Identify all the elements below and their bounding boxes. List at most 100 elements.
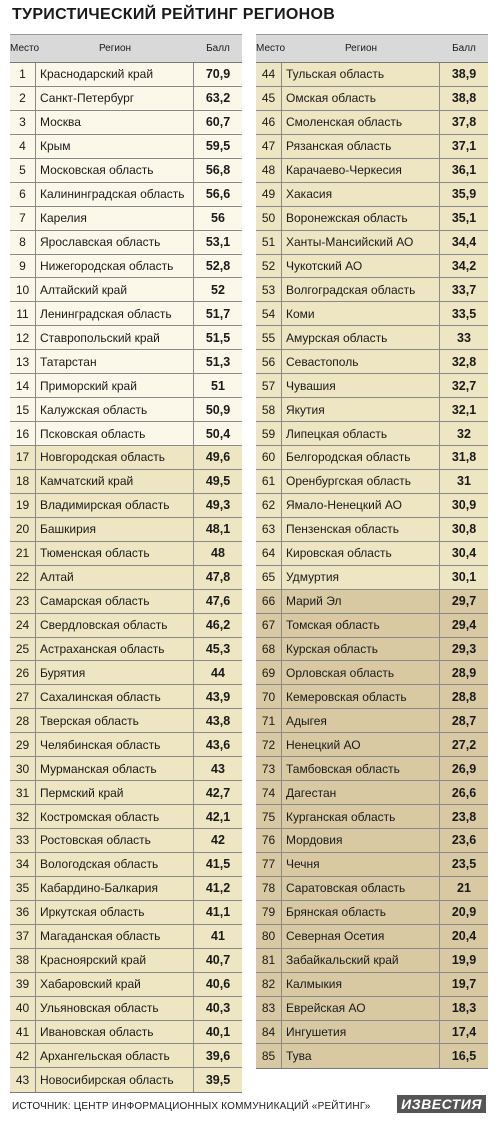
rank-cell: 26 (10, 661, 36, 685)
score-cell: 19,7 (451, 977, 477, 992)
rank-cell: 53 (256, 278, 282, 302)
table-row: 39 Хабаровский край 40,6 (10, 972, 242, 997)
table-row: 11 Ленинградская область 51,7 (10, 302, 242, 327)
region-cell: Челябинская область (36, 733, 194, 757)
rank-cell: 78 (256, 876, 282, 900)
table-row: 65 Удмуртия 30,1 (256, 565, 488, 590)
rank-cell: 68 (256, 637, 282, 661)
region-cell: Томская область (282, 613, 440, 637)
header-score: Балл (206, 43, 230, 54)
region-cell: Чувашия (282, 374, 440, 398)
region-cell: Астраханская область (36, 637, 194, 661)
score-cell: 39,5 (205, 1073, 231, 1088)
region-cell: Псковская область (36, 422, 194, 445)
score-cell: 28,8 (451, 689, 477, 704)
score-cell: 28,9 (451, 665, 477, 680)
score-cell: 49,3 (205, 498, 231, 513)
rank-cell: 5 (10, 158, 36, 182)
table-row: 45 Омская область 38,8 (256, 86, 488, 111)
region-cell: Владимирская область (36, 493, 194, 517)
score-cell: 38,8 (451, 91, 477, 106)
table-row: 82 Калмыкия 19,7 (256, 972, 488, 997)
table-row: 60 Белгородская область 31,8 (256, 446, 488, 470)
table-row: 63 Пензенская область 30,8 (256, 517, 488, 542)
table-row: 3 Москва 60,7 (10, 110, 242, 135)
region-cell: Алтай (36, 565, 194, 589)
region-cell: Пензенская область (282, 517, 440, 541)
rank-cell: 71 (256, 709, 282, 733)
table-row: 31 Пермский край 42,7 (10, 781, 242, 806)
rank-cell: 13 (10, 350, 36, 374)
score-cell: 31 (457, 474, 471, 489)
region-cell: Новгородская область (36, 446, 194, 469)
score-cell: 39,6 (205, 1048, 231, 1063)
score-cell: 16,5 (451, 1049, 477, 1064)
region-cell: Воронежская область (282, 206, 440, 230)
rank-cell: 61 (256, 469, 282, 493)
table-row: 64 Кировская область 30,4 (256, 541, 488, 566)
score-cell: 27,2 (451, 737, 477, 752)
region-cell: Башкирия (36, 517, 194, 541)
region-cell: Красноярский край (36, 948, 194, 972)
region-cell: Оренбургская область (282, 469, 440, 493)
rank-cell: 51 (256, 230, 282, 254)
rank-cell: 2 (10, 86, 36, 110)
table-body-left: 1 Краснодарский край 70,9 2 Санкт-Петербург 6… (10, 63, 242, 1094)
score-cell: 19,9 (451, 953, 477, 968)
table-row: 84 Ингушетия 17,4 (256, 1020, 488, 1045)
rank-cell: 40 (10, 996, 36, 1020)
score-cell: 53,1 (205, 235, 231, 250)
table-row: 30 Мурманская область 43 (10, 757, 242, 782)
score-cell: 42,1 (205, 809, 231, 824)
table-row: 46 Смоленская область 37,8 (256, 110, 488, 135)
score-cell: 34,2 (451, 258, 477, 273)
region-cell: Якутия (282, 398, 440, 422)
region-cell: Карачаево-Черкесия (282, 158, 440, 182)
rank-cell: 85 (256, 1044, 282, 1069)
rank-cell: 76 (256, 829, 282, 852)
score-cell: 40,7 (205, 953, 231, 968)
rank-cell: 55 (256, 326, 282, 350)
score-cell: 29,7 (451, 594, 477, 609)
rank-cell: 42 (10, 1044, 36, 1068)
table-row: 56 Севастополь 32,8 (256, 350, 488, 375)
region-cell: Московская область (36, 158, 194, 182)
score-cell: 40,1 (205, 1024, 231, 1039)
ranking-table-left: Место Регион Балл 1 Краснодарский край 70,… (10, 34, 242, 1094)
table-row: 17 Новгородская область 49,6 (10, 446, 242, 470)
region-cell: Удмуртия (282, 565, 440, 589)
region-cell: Алтайский край (36, 278, 194, 302)
region-cell: Новосибирская область (36, 1068, 194, 1093)
region-cell: Кировская область (282, 541, 440, 565)
score-cell: 56,6 (205, 187, 231, 202)
region-cell: Тамбовская область (282, 757, 440, 781)
rank-cell: 12 (10, 326, 36, 350)
score-cell: 43,8 (205, 713, 231, 728)
table-row: 67 Томская область 29,4 (256, 613, 488, 638)
score-cell: 51 (211, 378, 225, 393)
table-row: 20 Башкирия 48,1 (10, 517, 242, 542)
rank-cell: 74 (256, 781, 282, 805)
rank-cell: 56 (256, 350, 282, 374)
region-cell: Иркутская область (36, 900, 194, 924)
rank-cell: 1 (10, 63, 36, 86)
region-cell: Еврейская АО (282, 996, 440, 1020)
score-cell: 59,5 (205, 139, 231, 154)
rank-cell: 16 (10, 422, 36, 445)
table-row: 49 Хакасия 35,9 (256, 182, 488, 207)
region-cell: Марий Эл (282, 589, 440, 613)
score-cell: 30,8 (451, 522, 477, 537)
region-cell: Краснодарский край (36, 63, 194, 86)
rank-cell: 75 (256, 805, 282, 828)
score-cell: 42,7 (205, 785, 231, 800)
header-region: Регион (98, 43, 132, 54)
region-cell: Костромская область (36, 805, 194, 828)
region-cell: Москва (36, 110, 194, 134)
region-cell: Ленинградская область (36, 302, 194, 326)
rank-cell: 46 (256, 110, 282, 134)
rank-cell: 79 (256, 900, 282, 924)
region-cell: Ямало-Ненецкий АО (282, 493, 440, 517)
table-row: 38 Красноярский край 40,7 (10, 948, 242, 973)
region-cell: Ненецкий АО (282, 733, 440, 757)
score-cell: 33 (457, 330, 471, 345)
